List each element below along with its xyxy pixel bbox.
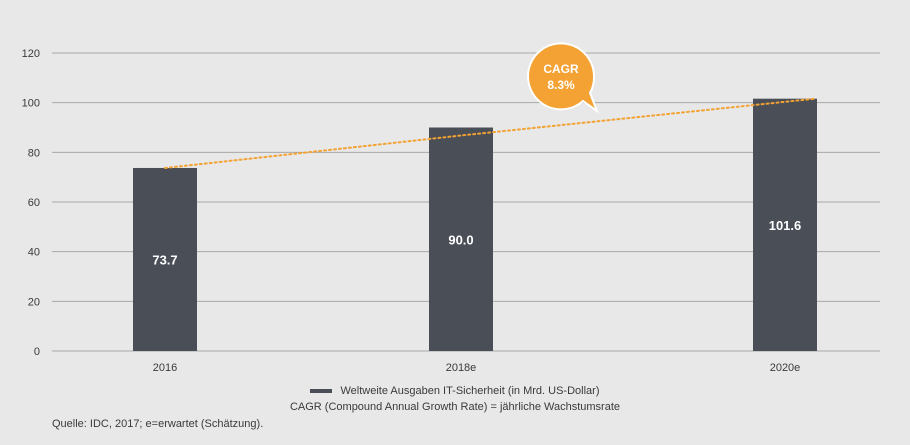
cagr-callout: CAGR 8.3% [527,42,600,114]
legend-swatch [310,389,333,393]
legend: Weltweite Ausgaben IT-Sicherheit (in Mrd… [0,383,910,415]
x-tick-label-2020e: 2020e [770,362,801,374]
y-tick-label-60: 60 [28,197,40,209]
cagr-trend-line [164,97,816,169]
y-tick-label-80: 80 [28,147,40,159]
x-tick-label-2016: 2016 [153,362,177,374]
source-note: Quelle: IDC, 2017; e=erwartet (Schätzung… [52,418,264,430]
legend-series-entry: Weltweite Ausgaben IT-Sicherheit (in Mrd… [0,383,910,399]
bar-value-labels: 73.7 90.0 101.6 [152,218,801,268]
legend-series-label: Weltweite Ausgaben IT-Sicherheit (in Mrd… [340,385,600,397]
trend-line [164,97,816,169]
y-axis-ticks: 0 20 40 60 80 100 120 [22,48,40,358]
cagr-callout-bubble [527,42,600,114]
y-tick-label-100: 100 [22,98,40,110]
y-tick-label-120: 120 [22,48,40,60]
bars [133,98,817,352]
bar-value-label-2016: 73.7 [152,252,177,267]
bar-2020e [753,98,817,352]
x-tick-label-2018e: 2018e [446,362,477,374]
bar-2018e [429,127,493,351]
bar-value-label-2020e: 101.6 [769,218,802,233]
x-axis-ticks: 2016 2018e 2020e [153,362,801,374]
legend-note: CAGR (Compound Annual Growth Rate) = jäh… [289,401,621,413]
y-tick-label-40: 40 [28,247,40,259]
bar-value-label-2018e: 90.0 [448,232,473,247]
y-tick-label-0: 0 [34,346,40,358]
cagr-callout-title: CAGR [543,62,579,76]
y-tick-label-20: 20 [28,296,40,308]
bar-2016 [133,167,197,351]
cagr-callout-value: 8.3% [547,78,575,92]
